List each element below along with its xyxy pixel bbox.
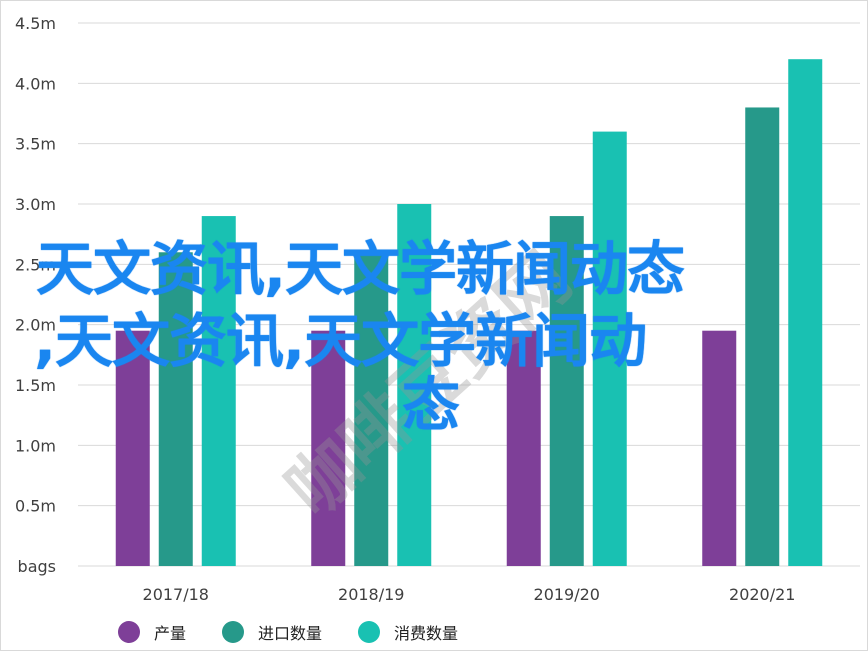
legend-swatch-production (118, 621, 140, 643)
y-axis-ticks: bags 0.5m 1.0m 1.5m 2.0m 2.5m 3.0m 3.5m 4.0m 4.5m (15, 14, 56, 576)
legend-swatch-imports (222, 621, 245, 643)
bar-2018-19-series-2 (397, 204, 432, 566)
bar-2017-18-series-0 (115, 330, 150, 566)
bar-2018-19-series-1 (354, 252, 389, 566)
y-tick-label: 1.0m (15, 436, 56, 455)
y-tick-label: bags (18, 557, 56, 576)
y-tick-label: 4.5m (15, 14, 56, 33)
y-tick-label: 2.0m (15, 316, 56, 335)
x-tick-label: 2018/19 (338, 585, 404, 604)
legend: 产量 进口数量 消费数量 (118, 620, 494, 644)
bar-2020-21-series-1 (745, 107, 780, 566)
bar-2017-18-series-2 (201, 216, 236, 567)
bar-2020-21-series-0 (702, 330, 737, 566)
y-tick-label: 4.0m (15, 74, 56, 93)
y-tick-label: 3.0m (15, 195, 56, 214)
y-tick-label: 1.5m (15, 376, 56, 395)
x-tick-label: 2020/21 (729, 585, 795, 604)
legend-label-consumption: 消费数量 (394, 624, 459, 643)
legend-swatch-consumption (358, 621, 381, 643)
bar-2017-18-series-1 (158, 252, 193, 566)
bar-2019-20-series-2 (592, 131, 627, 566)
legend-label-production: 产量 (154, 624, 187, 643)
x-axis-ticks: 2017/18 2018/19 2019/20 2020/21 (143, 585, 796, 604)
y-tick-label: 0.5m (15, 497, 56, 516)
x-tick-label: 2019/20 (534, 585, 600, 604)
bar-2019-20-series-0 (506, 330, 541, 566)
legend-item-imports: 进口数量 (222, 620, 322, 644)
bar-2020-21-series-2 (788, 59, 823, 566)
legend-item-production: 产量 (118, 620, 186, 644)
bar-2018-19-series-0 (311, 330, 346, 566)
legend-item-consumption: 消费数量 (358, 620, 458, 644)
bar-2019-20-series-1 (549, 216, 584, 567)
y-tick-label: 2.5m (15, 255, 56, 274)
x-tick-label: 2017/18 (143, 585, 209, 604)
legend-label-imports: 进口数量 (258, 624, 323, 643)
y-tick-label: 3.5m (15, 135, 56, 154)
bars (115, 59, 823, 567)
